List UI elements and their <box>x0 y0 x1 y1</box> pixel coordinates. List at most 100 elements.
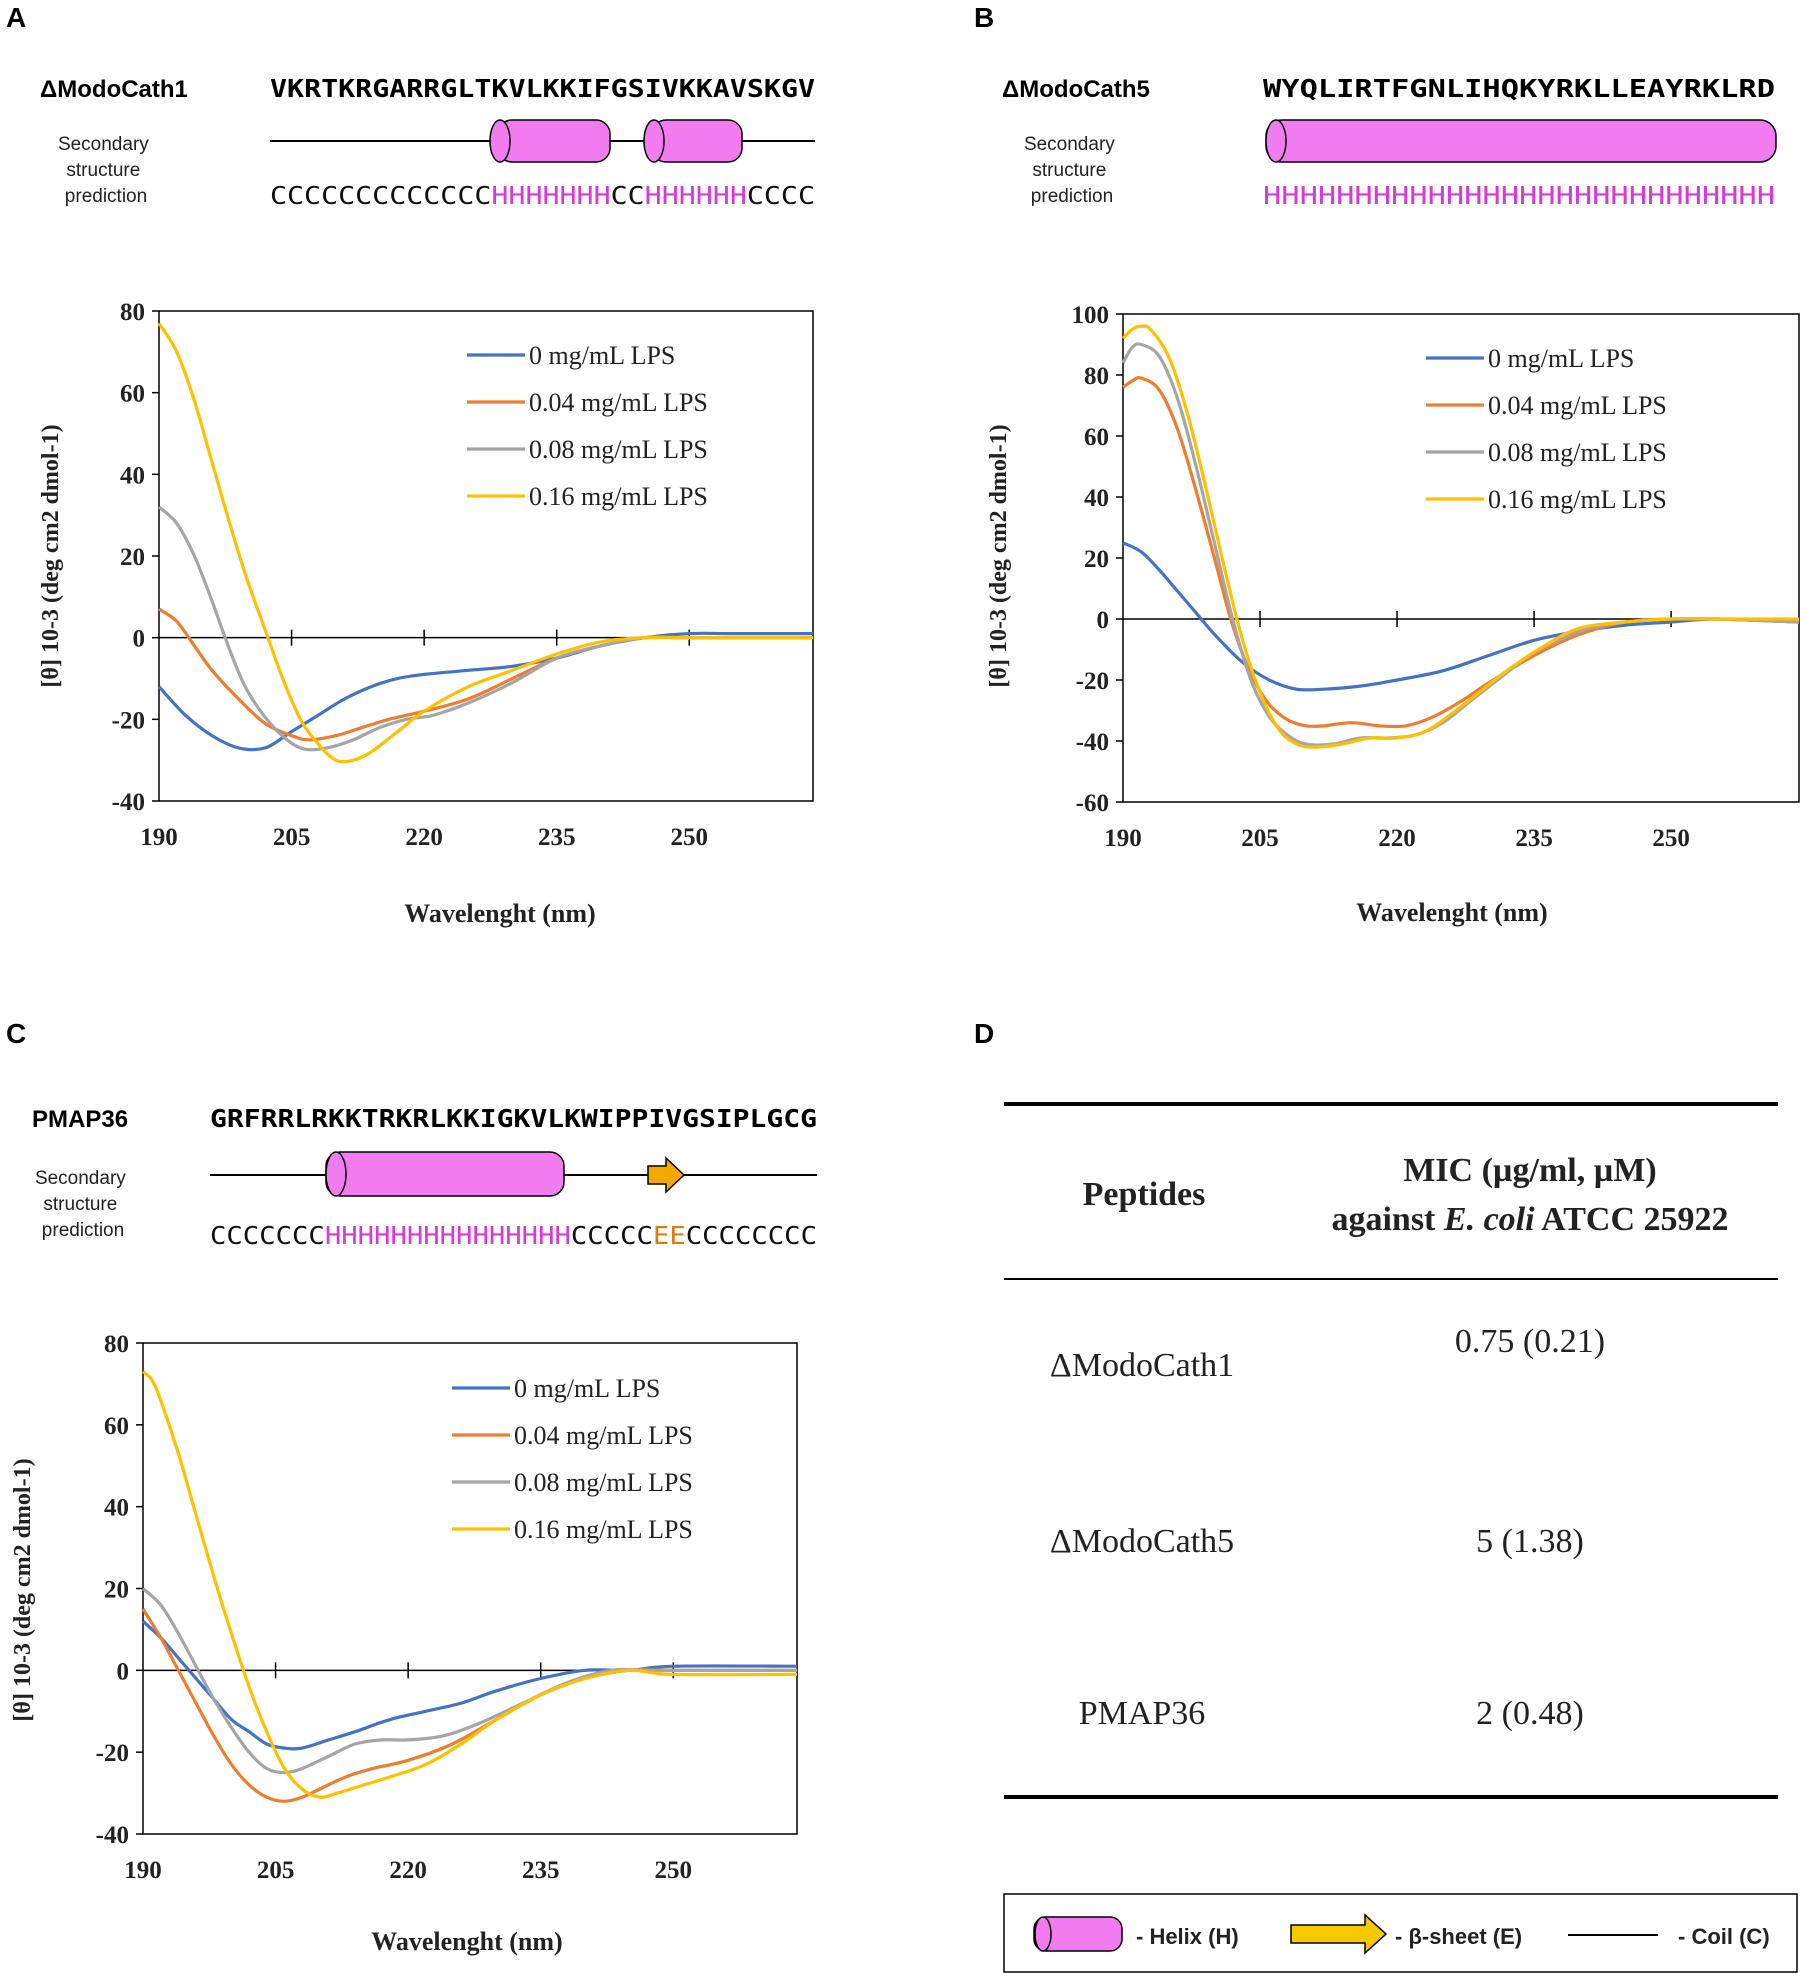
y-tick-label: 60 <box>120 381 145 408</box>
y-tick-label: 40 <box>1084 485 1109 512</box>
table-cell-peptide: ΔModoCath1 <box>1050 1347 1234 1384</box>
legend-label: 0 mg/mL LPS <box>1488 344 1634 373</box>
x-tick-label: 235 <box>538 824 576 851</box>
table-row: PMAP36 2 (0.48) <box>1079 1695 1584 1732</box>
x-tick-label: 220 <box>1378 825 1416 852</box>
series-line-1 <box>1122 376 1800 729</box>
ss-label-c: Secondary structure prediction <box>35 1168 131 1241</box>
x-tick-label: 205 <box>1241 825 1279 852</box>
table-cell-peptide: ΔModoCath5 <box>1050 1523 1234 1560</box>
panel-letter-b: B <box>974 2 995 33</box>
series-line-3 <box>141 1370 798 1799</box>
series-line-3 <box>157 322 813 764</box>
structure-key: - Helix (H) - β-sheet (E) - Coil (C) <box>1003 1893 1798 1973</box>
peptide-name-b: ΔModoCath5 <box>1002 76 1150 103</box>
x-tick-label: 205 <box>257 1857 295 1884</box>
y-tick-label: 60 <box>104 1413 129 1440</box>
x-tick-label: 220 <box>389 1857 427 1884</box>
x-tick-label: 235 <box>522 1857 560 1884</box>
beta-sheet-arrow-c <box>647 1156 686 1194</box>
y-axis-label-a: [θ] 10-3 (deg cm2 dmol-1) <box>38 424 64 687</box>
x-tick-label: 190 <box>1104 825 1142 852</box>
helix-a2 <box>643 119 743 163</box>
series-line-0 <box>1122 541 1800 692</box>
x-tick-label: 250 <box>1652 825 1690 852</box>
y-tick-label: 80 <box>104 1331 129 1358</box>
y-tick-label: 20 <box>104 1577 129 1604</box>
y-tick-label: -60 <box>1076 790 1109 817</box>
series-line-1 <box>141 1608 797 1803</box>
legend-label: 0 mg/mL LPS <box>514 1374 660 1403</box>
sheet-key-icon <box>1290 1913 1388 1955</box>
y-tick-label: 40 <box>120 462 145 489</box>
table-header-mic: MIC (µg/ml, µM) <box>1403 1152 1657 1189</box>
x-tick-label: 250 <box>655 1857 693 1884</box>
helix-b1 <box>1265 119 1777 163</box>
y-tick-label: -20 <box>112 707 145 734</box>
legend-label: 0.04 mg/mL LPS <box>529 388 708 417</box>
legend-label: 0.08 mg/mL LPS <box>529 435 708 464</box>
x-tick-label: 190 <box>124 1857 162 1884</box>
plot-frame-b <box>1122 313 1800 803</box>
legend-label: 0.04 mg/mL LPS <box>514 1421 693 1450</box>
helix-c1 <box>325 1151 565 1197</box>
table-cell-mic: 5 (1.38) <box>1476 1523 1584 1560</box>
y-axis-label-b: [θ] 10-3 (deg cm2 dmol-1) <box>986 424 1012 687</box>
y-axis-label-c: [θ] 10-3 (deg cm2 dmol-1) <box>10 1458 36 1721</box>
legend-label: 0.04 mg/mL LPS <box>1488 391 1667 420</box>
structure-key-box <box>1003 1893 1798 1973</box>
legend-label: 0.08 mg/mL LPS <box>1488 438 1667 467</box>
y-tick-label: 40 <box>104 1495 129 1522</box>
helix-key-label: - Helix (H) <box>1136 1924 1239 1949</box>
sequence-a: VKRTKRGARRGLTKVLKKIFGSIVKKAVSKGV <box>270 74 815 103</box>
x-axis-label-b: Wavelenght (nm) <box>1356 898 1547 927</box>
panel-c-header: PMAP36 GRFRRLRKKTRKRLKKIGKVLKWIPPIVGSIPL… <box>32 1104 817 1250</box>
y-tick-label: -20 <box>96 1740 129 1767</box>
panel-a-header: ΔModoCath1 VKRTKRGARRGLTKVLKKIFGSIVKKAVS… <box>40 74 815 210</box>
legend-label: 0 mg/mL LPS <box>529 341 675 370</box>
ss-label-b: Secondary structure prediction <box>1024 134 1120 207</box>
ss-segment-h: HHHHHHHHHHHHHHHHHHHHHHHHHHHH <box>1263 181 1775 210</box>
table-header-peptides: Peptides <box>1083 1176 1206 1213</box>
panel-b-header: ΔModoCath5 WYQLIRTFGNLIHQKYRKLLEAYRKLRD … <box>1002 74 1777 210</box>
chart-a: 190 205 220 235 250 -40 -20 0 20 40 60 80 0 mg/mL LP… <box>38 299 814 928</box>
table-row: ΔModoCath5 5 (1.38) <box>1050 1523 1584 1560</box>
x-tick-label: 220 <box>405 824 443 851</box>
table-header-mic-against: against E. coli ATCC 25922 <box>1331 1201 1728 1238</box>
x-tick-label: 205 <box>273 824 311 851</box>
y-tick-label: 0 <box>133 626 146 653</box>
series-line-2 <box>157 505 813 752</box>
chart-c: 190 205 220 235 250 -40 -20 0 20 40 60 80 0 mg/mL LP… <box>10 1331 798 1956</box>
peptide-name-a: ΔModoCath1 <box>40 76 188 103</box>
x-tick-label: 235 <box>1515 825 1553 852</box>
y-tick-label: 20 <box>120 544 145 571</box>
ss-segment-h: HHHHHHH <box>491 181 610 210</box>
series-line-2 <box>141 1587 797 1775</box>
plot-frame-a <box>158 310 814 802</box>
ss-segment-c: CCCCCCC <box>210 1221 325 1250</box>
x-tick-label: 190 <box>140 824 178 851</box>
ss-prediction-b: HHHHHHHHHHHHHHHHHHHHHHHHHHHH <box>1263 181 1775 210</box>
chart-c-marks: 190 205 220 235 250 -40 -20 0 20 40 60 80 0 mg/mL LP… <box>96 1331 798 1884</box>
chart-b: 190 205 220 235 250 -60 -40 -20 0 20 40 60 80 100 0 mg… <box>986 302 1800 927</box>
ss-segment-h: HHHHHH <box>645 181 747 210</box>
mic-table: Peptides MIC (µg/ml, µM) against E. coli… <box>1004 1102 1778 1799</box>
y-tick-label: 80 <box>1084 363 1109 390</box>
chart-b-marks: 190 205 220 235 250 -60 -40 -20 0 20 40 60 80 100 0 mg… <box>1072 302 1800 852</box>
legend-label: 0.08 mg/mL LPS <box>514 1468 693 1497</box>
table-cell-mic: 2 (0.48) <box>1476 1695 1584 1732</box>
y-tick-label: 0 <box>1097 607 1110 634</box>
helix-key-icon <box>1033 1916 1123 1952</box>
y-tick-label: 80 <box>120 299 145 326</box>
x-axis-label-a: Wavelenght (nm) <box>404 899 595 928</box>
legend-label: 0.16 mg/mL LPS <box>1488 485 1667 514</box>
y-tick-label: -40 <box>96 1822 129 1849</box>
y-tick-label: -40 <box>1076 729 1109 756</box>
legend-label: 0.16 mg/mL LPS <box>529 482 708 511</box>
ss-segment-h: HHHHHHHHHHHHHHH <box>325 1221 571 1250</box>
sequence-b: WYQLIRTFGNLIHQKYRKLLEAYRKLRD <box>1263 74 1775 103</box>
y-tick-label: -40 <box>112 789 145 816</box>
plot-frame-c <box>142 1342 798 1835</box>
panel-letter-d: D <box>974 1018 995 1049</box>
